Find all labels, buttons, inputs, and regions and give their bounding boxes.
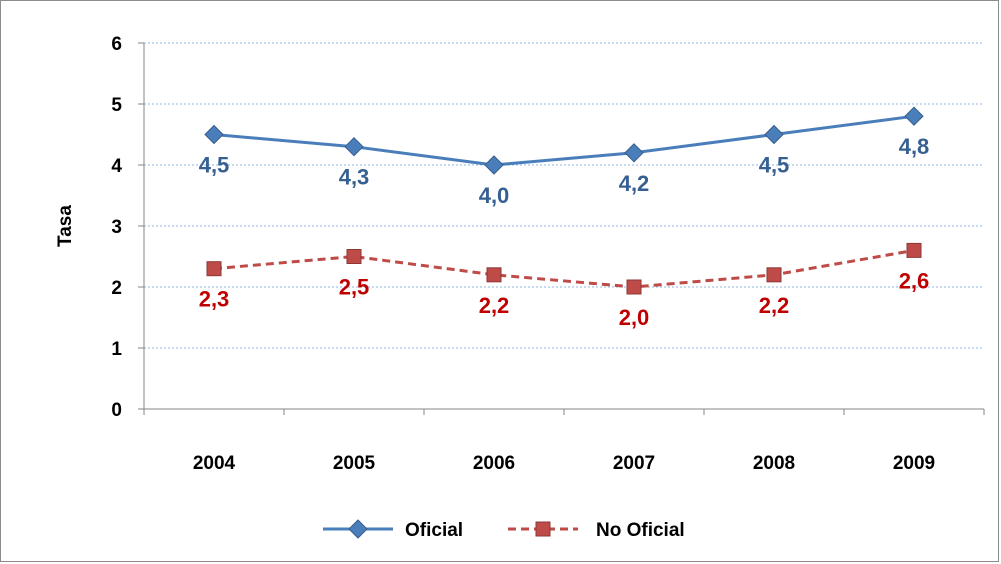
gridlines — [144, 42, 984, 349]
series-group: 4,5 4,3 4,0 4,2 4,5 4,8 2,3 2,5 2,2 2,0 2,2 2,6 — [199, 106, 930, 330]
data-point-marker — [904, 106, 924, 126]
x-tick-label: 2006 — [473, 453, 515, 474]
legend-marker — [348, 519, 368, 539]
legend: Oficial No Oficial — [323, 519, 685, 541]
y-tick-label: 2 — [111, 278, 122, 299]
data-label: 4,5 — [199, 153, 230, 178]
y-tick-label: 0 — [111, 400, 122, 421]
y-tick-label: 3 — [111, 217, 122, 238]
data-point-marker — [204, 124, 224, 145]
data-label: 4,2 — [619, 171, 650, 196]
y-axis-title: Tasa — [55, 205, 76, 247]
data-label: 4,0 — [479, 183, 510, 208]
data-label: 4,5 — [759, 153, 790, 178]
data-point-marker — [626, 279, 642, 295]
data-point-marker — [346, 249, 362, 264]
data-label: 2,0 — [619, 305, 650, 330]
data-point-marker — [344, 136, 364, 157]
series-oficial: 4,5 4,3 4,0 4,2 4,5 4,8 — [199, 106, 930, 208]
legend-item: Oficial — [323, 519, 463, 541]
data-label: 2,2 — [479, 293, 510, 318]
x-tick-label: 2007 — [613, 453, 655, 474]
y-tick-label: 4 — [111, 156, 122, 177]
legend-marker — [535, 521, 551, 537]
y-tick-label: 1 — [111, 339, 122, 360]
series-no-oficial: 2,3 2,5 2,2 2,0 2,2 2,6 — [199, 242, 930, 330]
x-tick-label: 2004 — [193, 453, 236, 474]
data-label: 4,8 — [899, 134, 930, 159]
y-tick-label: 6 — [111, 34, 122, 55]
x-tick-label: 2005 — [333, 453, 376, 474]
data-point-marker — [206, 261, 222, 277]
data-point-marker — [906, 242, 922, 258]
legend-label: Oficial — [405, 520, 463, 541]
series-line — [213, 248, 915, 289]
data-label: 2,6 — [899, 268, 930, 293]
data-point-marker — [764, 124, 784, 145]
axes — [138, 42, 985, 415]
x-tick-label: 2009 — [893, 453, 935, 474]
data-label: 4,3 — [339, 165, 370, 190]
series-line — [213, 114, 915, 167]
data-point-marker — [766, 267, 782, 283]
data-label: 2,3 — [199, 287, 230, 312]
data-point-marker — [484, 155, 504, 175]
data-label: 2,2 — [759, 293, 790, 318]
y-tick-labels: 0 1 2 3 4 5 6 — [111, 34, 122, 421]
x-tick-label: 2008 — [753, 453, 795, 474]
data-point-marker — [486, 267, 502, 283]
legend-item: No Oficial — [508, 520, 685, 541]
data-point-marker — [624, 143, 644, 163]
legend-label: No Oficial — [596, 520, 685, 541]
x-tick-labels: 2004 2005 2006 2007 2008 2009 — [193, 453, 935, 474]
data-label: 2,5 — [339, 275, 370, 300]
y-tick-label: 5 — [111, 95, 122, 116]
